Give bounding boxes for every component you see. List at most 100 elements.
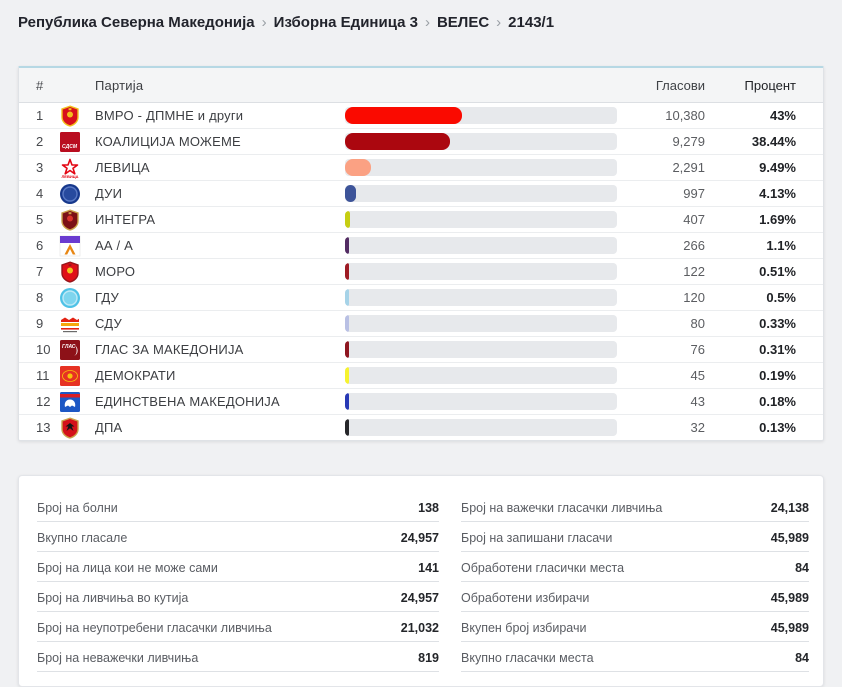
vote-bar bbox=[345, 107, 617, 124]
stat-value: 138 bbox=[418, 501, 439, 515]
glas-za-makedonija-logo: ГЛАС bbox=[59, 339, 81, 361]
vote-bar-track bbox=[345, 289, 617, 306]
party-votes: 32 bbox=[690, 420, 705, 435]
edinstvena-makedonija-logo bbox=[59, 391, 81, 413]
header-rank: # bbox=[36, 77, 44, 93]
party-rank: 1 bbox=[36, 108, 44, 123]
party-votes: 76 bbox=[690, 342, 705, 357]
vote-bar bbox=[345, 393, 617, 410]
table-row: 10 ГЛАС ГЛАС ЗА МАКЕДОНИЈА 76 0.31% bbox=[19, 336, 823, 362]
vote-bar-fill bbox=[345, 419, 349, 436]
gdu-logo bbox=[59, 287, 81, 309]
vote-bar bbox=[345, 419, 617, 436]
party-votes: 997 bbox=[683, 186, 705, 201]
party-percent: 0.19% bbox=[759, 368, 796, 383]
party-rank: 10 bbox=[36, 342, 51, 357]
vote-bar-track bbox=[345, 393, 617, 410]
vote-bar-track bbox=[345, 263, 617, 280]
vote-bar bbox=[345, 159, 617, 176]
party-rank: 13 bbox=[36, 420, 51, 435]
party-name: ДПА bbox=[95, 420, 123, 435]
stat-value: 45,989 bbox=[770, 531, 809, 545]
stat-value: 45,989 bbox=[770, 621, 809, 635]
table-row: 5 ИНТЕГРА 407 1.69% bbox=[19, 206, 823, 232]
stat-label: Број на неупотребени гласачки ливчиња bbox=[37, 621, 272, 635]
breadcrumb-separator-icon: › bbox=[261, 14, 267, 31]
stat-value: 84 bbox=[795, 561, 809, 575]
party-votes: 45 bbox=[690, 368, 705, 383]
party-votes: 120 bbox=[683, 290, 705, 305]
vote-bar bbox=[345, 185, 617, 202]
stat-label: Обработени избирачи bbox=[461, 591, 590, 605]
party-name: КОАЛИЦИЈА МОЖЕМЕ bbox=[95, 134, 241, 149]
party-votes: 10,380 bbox=[665, 108, 705, 123]
party-percent: 0.13% bbox=[759, 420, 796, 435]
results-table: # Партија Гласови Процент 1 ВМРО - ДПМНЕ… bbox=[18, 66, 824, 441]
summary-stat-row: Вкупен број избирачи 45,989 bbox=[461, 612, 809, 642]
party-name: АА / А bbox=[95, 238, 134, 253]
stat-label: Број на неважечки ливчиња bbox=[37, 651, 199, 665]
party-votes: 407 bbox=[683, 212, 705, 227]
party-percent: 38.44% bbox=[751, 134, 796, 149]
vote-bar-track bbox=[345, 107, 617, 124]
breadcrumb-item[interactable]: Република Северна Македонија bbox=[18, 14, 255, 31]
party-logo-cell bbox=[59, 208, 95, 231]
vote-bar bbox=[345, 289, 617, 306]
party-logo-cell bbox=[59, 183, 95, 205]
summary-stat-row: Број на неупотребени гласачки ливчиња 21… bbox=[37, 612, 439, 642]
party-percent: 43% bbox=[769, 108, 796, 123]
table-body: 1 ВМРО - ДПМНЕ и други 10,380 43% 2 СДСМ… bbox=[19, 103, 823, 440]
vote-bar-fill bbox=[345, 211, 350, 228]
vote-bar-fill bbox=[345, 341, 349, 358]
breadcrumb-separator-icon: › bbox=[424, 14, 430, 31]
vote-bar-fill bbox=[345, 289, 349, 306]
vote-bar-track bbox=[345, 315, 617, 332]
stat-label: Обработени гласички места bbox=[461, 561, 625, 575]
summary-stat-row: Вкупно гласале 24,957 bbox=[37, 522, 439, 552]
vote-bar-track bbox=[345, 185, 617, 202]
summary-stat-row: Вкупно гласачки места 84 bbox=[461, 642, 809, 672]
breadcrumb-item[interactable]: ВЕЛЕС bbox=[436, 14, 490, 31]
breadcrumb-item[interactable]: Изборна Единица 3 bbox=[273, 14, 418, 31]
table-row: 12 ЕДИНСТВЕНА МАКЕДОНИЈА 43 0.18% bbox=[19, 388, 823, 414]
vote-bar bbox=[345, 211, 617, 228]
vote-bar bbox=[345, 263, 617, 280]
table-row: 8 ГДУ 120 0.5% bbox=[19, 284, 823, 310]
party-votes: 80 bbox=[690, 316, 705, 331]
svg-text:ЛЕВИЦА: ЛЕВИЦА bbox=[61, 174, 78, 179]
party-logo-cell: ЛЕВИЦА bbox=[59, 156, 95, 179]
table-row: 13 ДПА 32 0.13% bbox=[19, 414, 823, 440]
party-percent: 4.13% bbox=[759, 186, 796, 201]
party-rank: 12 bbox=[36, 394, 51, 409]
vote-bar-fill bbox=[345, 185, 357, 202]
vote-bar-track bbox=[345, 159, 617, 176]
summary-stat-row: Обработени гласички места 84 bbox=[461, 552, 809, 582]
party-rank: 7 bbox=[36, 264, 44, 279]
vote-bar-fill bbox=[345, 393, 349, 410]
summary-stat-row: Број на болни 138 bbox=[37, 492, 439, 522]
party-name: ЛЕВИЦА bbox=[95, 160, 150, 175]
header-votes: Гласови bbox=[655, 77, 705, 93]
vote-bar-track bbox=[345, 367, 617, 384]
vote-bar-track bbox=[345, 341, 617, 358]
breadcrumb-item[interactable]: 2143/1 bbox=[508, 14, 555, 31]
stat-label: Број на ливчиња во кутија bbox=[37, 591, 189, 605]
party-logo-cell bbox=[59, 260, 95, 283]
party-logo-cell bbox=[59, 235, 95, 257]
vote-bar bbox=[345, 237, 617, 254]
integra-logo bbox=[59, 208, 81, 231]
vote-bar-track bbox=[345, 211, 617, 228]
header-percent: Процент bbox=[744, 77, 796, 93]
dui-logo bbox=[59, 183, 81, 205]
party-votes: 122 bbox=[683, 264, 705, 279]
party-logo-cell bbox=[59, 416, 95, 439]
svg-text:СДСМ: СДСМ bbox=[62, 144, 78, 150]
vote-bar-fill bbox=[345, 237, 349, 254]
stat-value: 45,989 bbox=[770, 591, 809, 605]
party-logo-cell bbox=[59, 287, 95, 309]
party-percent: 1.1% bbox=[766, 238, 796, 253]
stat-label: Вкупно гласачки места bbox=[461, 651, 594, 665]
vote-bar-track bbox=[345, 133, 617, 150]
breadcrumb-separator-icon: › bbox=[496, 14, 502, 31]
party-percent: 0.31% bbox=[759, 342, 796, 357]
